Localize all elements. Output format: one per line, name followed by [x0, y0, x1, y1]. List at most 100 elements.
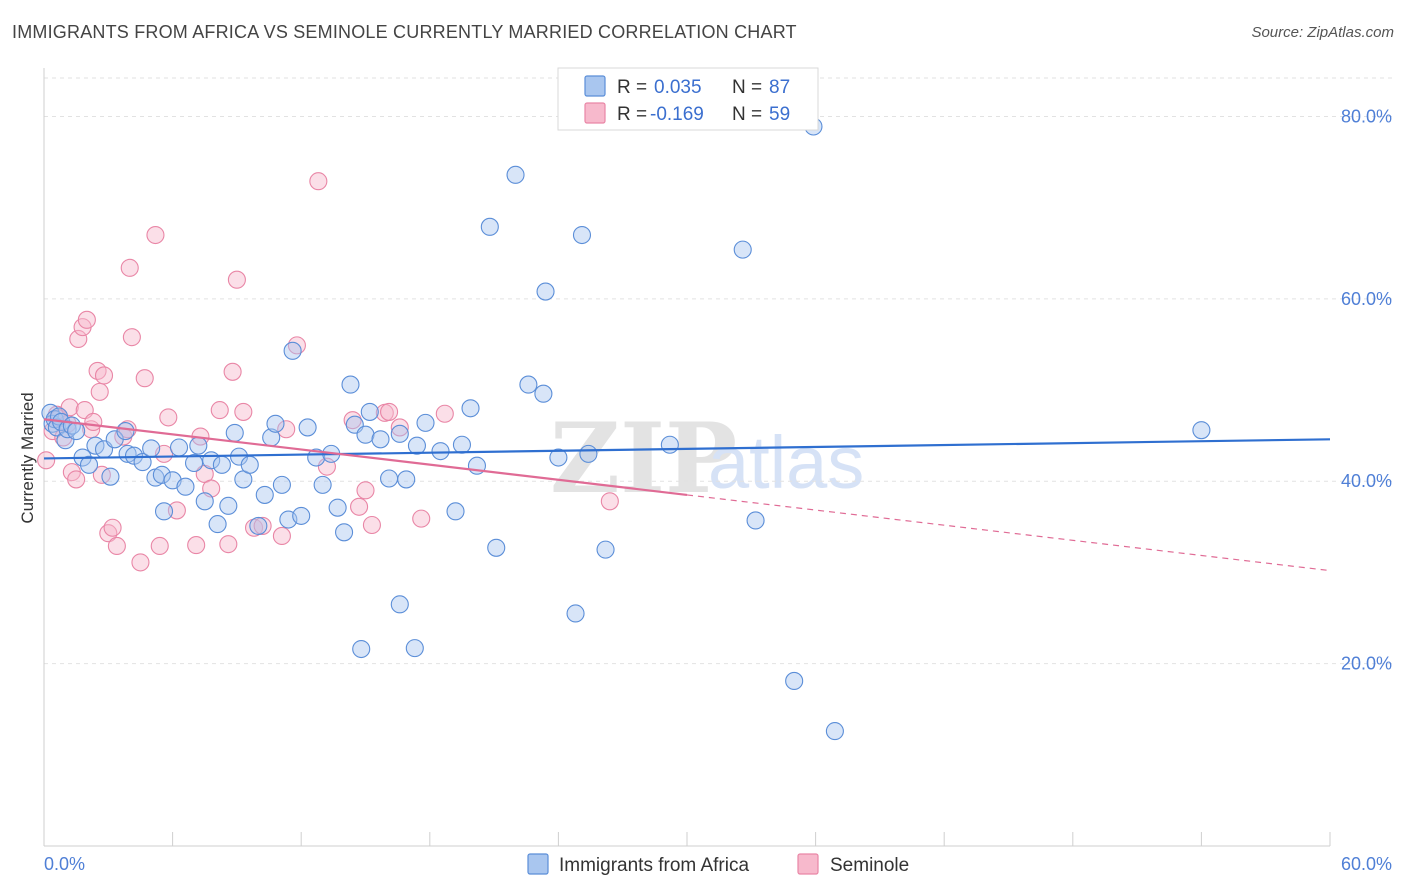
seminole-point-45 [277, 420, 296, 439]
africa-point-22 [152, 465, 171, 484]
africa-point-76 [579, 444, 598, 463]
africa-point-81 [785, 671, 804, 690]
seminole-point-31 [159, 408, 178, 427]
africa-point-73 [549, 448, 568, 467]
africa-point-64 [452, 435, 472, 454]
bottom-legend-swatch-pink [797, 853, 819, 875]
legend-n-value-1: 87 [769, 77, 790, 98]
bottom-legend-series1: Immigrants from Africa [559, 855, 749, 876]
legend-r-value-1: 0.035 [654, 77, 702, 98]
africa-point-14 [101, 467, 120, 486]
trend-lines [43, 418, 1331, 572]
seminole-point-51 [356, 481, 375, 500]
africa-point-69 [506, 165, 525, 184]
africa-point-56 [371, 430, 390, 449]
africa-point-68 [487, 538, 506, 557]
seminole-point-18 [94, 366, 114, 385]
seminole-point-26 [131, 553, 150, 572]
chart-title: IMMIGRANTS FROM AFRICA VS SEMINOLE CURRE… [12, 22, 797, 42]
seminole-point-43 [253, 516, 272, 535]
africa-point-57 [380, 469, 399, 488]
africa-point-61 [416, 413, 435, 432]
africa-point-58 [390, 424, 409, 443]
africa-point-77 [596, 540, 615, 559]
legend-r-label-1: R = [617, 77, 647, 98]
africa-point-79 [733, 240, 752, 259]
legend-n-label-1: N = [732, 77, 762, 98]
legend-swatch-blue [584, 75, 606, 97]
africa-point-45 [292, 506, 311, 525]
africa-point-9 [67, 422, 86, 441]
seminole-point-49 [343, 411, 362, 430]
africa-point-44 [283, 341, 302, 360]
seminole-point-33 [187, 536, 206, 555]
africa-point-25 [169, 438, 189, 457]
africa-point-78 [660, 435, 679, 454]
africa-point-75 [572, 225, 592, 245]
africa-point-46 [298, 418, 317, 437]
seminole-trend-line [43, 418, 688, 497]
africa-point-83 [825, 722, 844, 741]
africa-point-80 [746, 511, 765, 530]
africa-point-38 [249, 516, 268, 535]
gridlines [44, 77, 1392, 665]
africa-point-87 [1192, 421, 1211, 440]
africa-point-31 [208, 515, 227, 534]
seminole-point-52 [362, 515, 381, 535]
africa-point-51 [335, 523, 354, 542]
africa-point-29 [195, 492, 214, 511]
africa-point-32 [212, 455, 231, 474]
legend-n-label-2: N = [732, 104, 762, 125]
y-tick-label-20: 20.0% [1341, 654, 1392, 674]
seminole-points [37, 172, 619, 572]
africa-point-33 [219, 496, 238, 515]
seminole-point-56 [412, 509, 431, 528]
seminole-point-37 [210, 401, 229, 420]
seminole-point-27 [135, 369, 154, 388]
africa-point-74 [566, 604, 585, 623]
africa-point-63 [446, 502, 465, 521]
x-tick-label-max: 60.0% [1341, 854, 1392, 874]
seminole-point-58 [600, 492, 619, 511]
series-legend: Immigrants from Africa Seminole [527, 853, 909, 876]
africa-point-86 [405, 639, 424, 658]
y-tick-label-60: 60.0% [1341, 289, 1392, 309]
legend-r-value-2: -0.169 [650, 104, 704, 125]
africa-point-39 [255, 485, 274, 504]
africa-point-54 [356, 425, 375, 444]
x-tick-label-min: 0.0% [44, 854, 85, 874]
africa-trend-line [43, 438, 1331, 460]
seminole-point-28 [146, 225, 165, 245]
seminole-point-50 [350, 497, 369, 516]
seminole-point-40 [227, 270, 246, 289]
seminole-point-57 [435, 404, 454, 423]
africa-point-26 [176, 477, 195, 496]
seminole-point-29 [150, 536, 169, 556]
y-tick-labels: 20.0% 40.0% 60.0% 80.0% [1341, 106, 1392, 673]
y-tick-label-80: 80.0% [1341, 106, 1392, 126]
africa-point-53 [341, 375, 360, 394]
seminole-point-21 [107, 536, 126, 556]
seminole-point-25 [122, 328, 141, 347]
seminole-point-32 [167, 501, 186, 520]
africa-point-67 [480, 217, 499, 236]
watermark-atlas: atlas [708, 421, 864, 504]
africa-point-70 [519, 375, 538, 394]
africa-point-42 [272, 475, 291, 494]
seminole-point-9 [69, 329, 88, 349]
seminole-trend-line-extension [686, 494, 1331, 572]
seminole-point-54 [380, 402, 399, 421]
africa-point-27 [184, 453, 204, 473]
africa-point-16 [116, 422, 135, 441]
seminole-point-24 [120, 258, 139, 277]
seminole-point-14 [84, 412, 103, 432]
seminole-point-44 [272, 526, 291, 546]
africa-point-11 [79, 455, 99, 474]
legend-n-value-2: 59 [769, 104, 790, 125]
africa-point-71 [534, 384, 553, 403]
africa-point-50 [328, 498, 347, 517]
bottom-legend-swatch-blue [527, 853, 549, 875]
africa-point-59 [397, 470, 416, 489]
africa-point-62 [431, 442, 450, 461]
